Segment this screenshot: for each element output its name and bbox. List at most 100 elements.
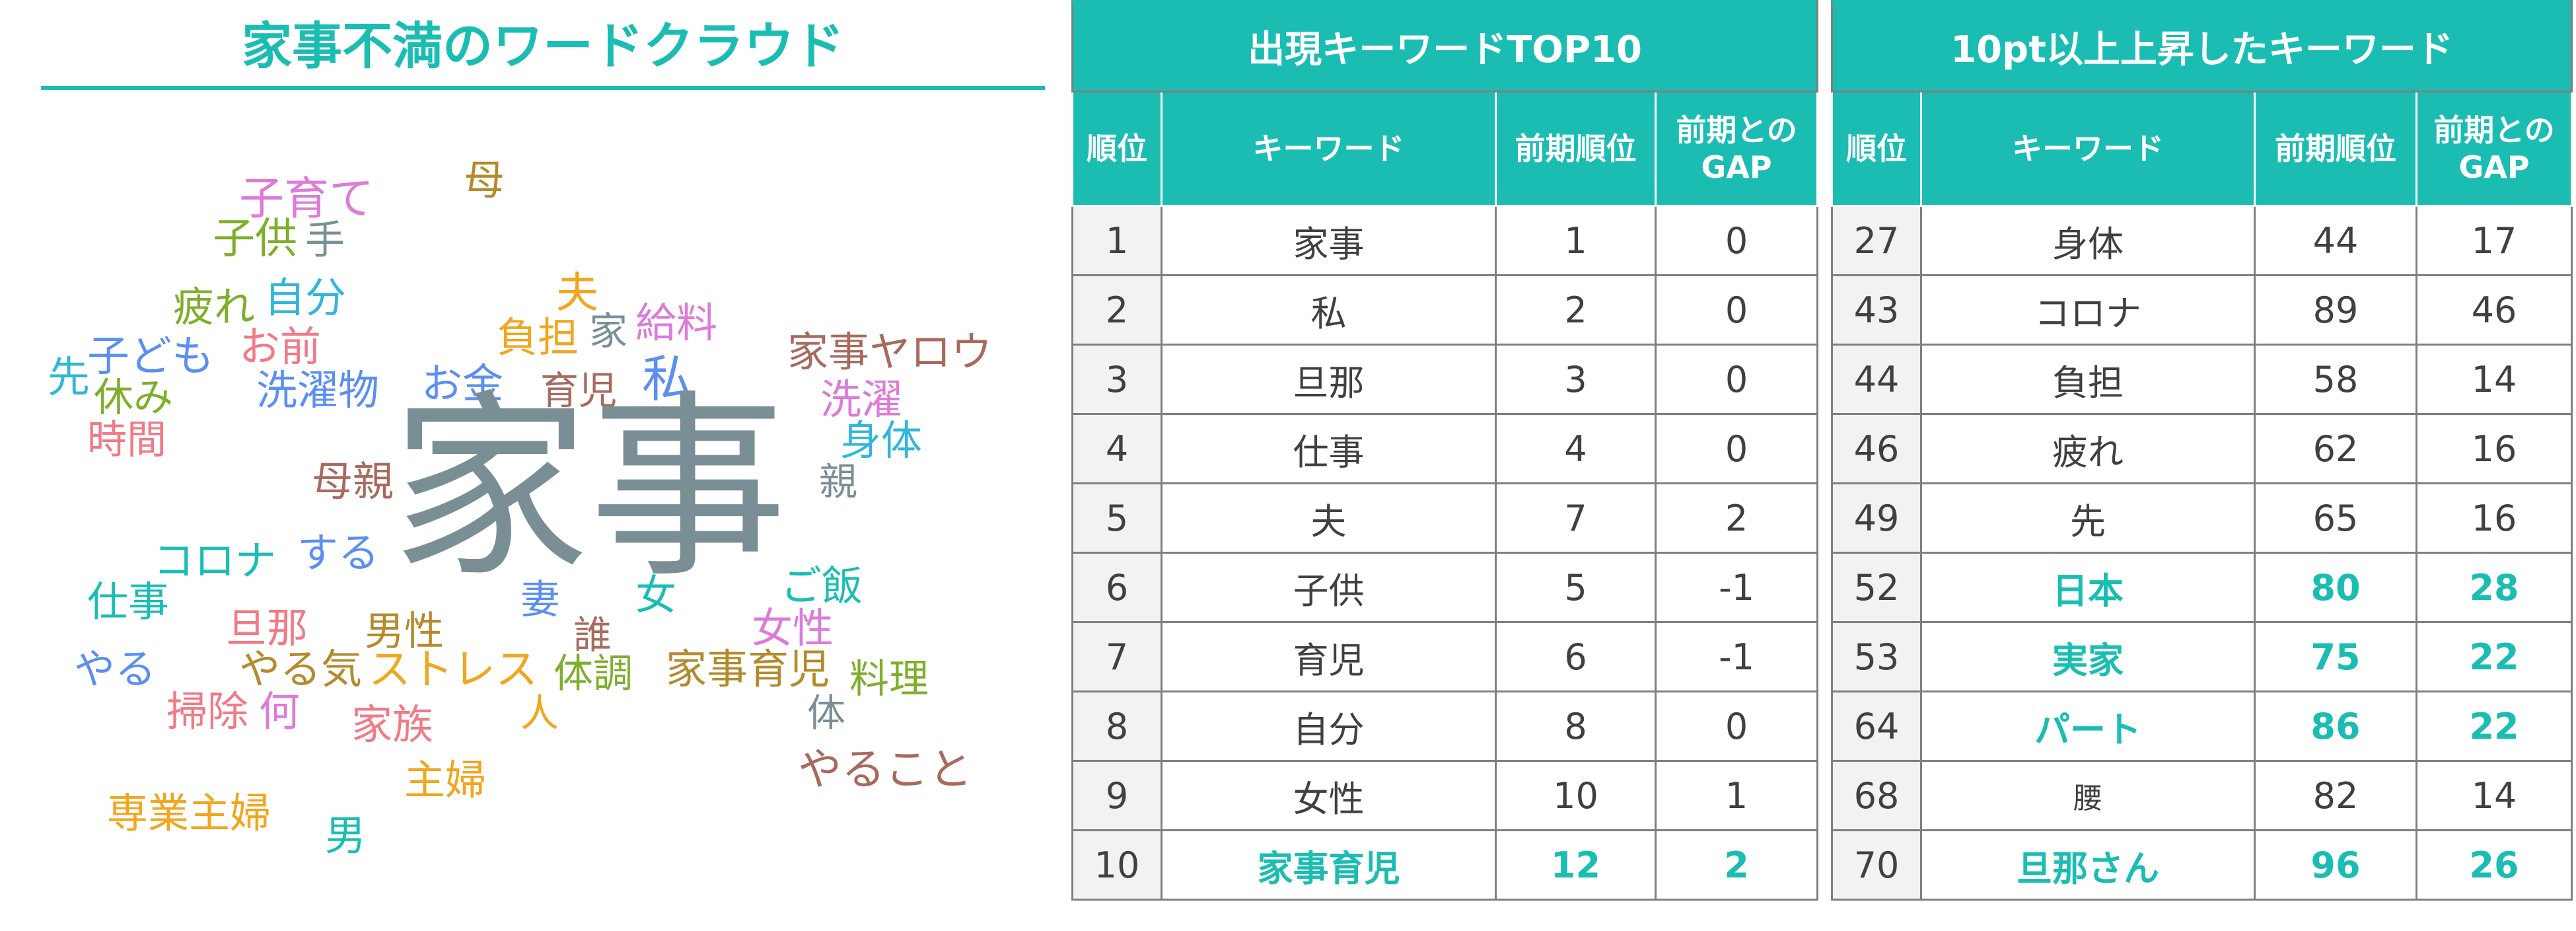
cloud-word: コロナ: [153, 537, 277, 585]
table-row: 1 家事 1 0: [1071, 205, 1819, 276]
gap-cell: 14: [2415, 344, 2573, 415]
rising-keywords-table: 10pt以上上昇したキーワード 順位 キーワード 前期順位 前期との GAP 27…: [1830, 0, 2573, 901]
keyword-cell: 疲れ: [1920, 413, 2256, 484]
cloud-word: 体: [807, 690, 846, 735]
cloud-word: 妻: [520, 577, 560, 623]
table-row: 8 自分 8 0: [1071, 690, 1819, 762]
cloud-word: 給料: [635, 299, 718, 347]
header-gap: 前期との GAP: [2415, 91, 2573, 207]
cloud-word: 手: [305, 217, 345, 264]
rank-cell: 43: [1831, 274, 1922, 346]
table-row: 70 旦那さん 96 26: [1831, 829, 2573, 901]
table-row: 44 負担 58 14: [1831, 344, 2573, 415]
cloud-word: お金: [421, 359, 504, 408]
rank-cell: 5: [1071, 482, 1163, 554]
header-gap: 前期との GAP: [1654, 91, 1819, 207]
cloud-word: 家: [589, 309, 628, 354]
cloud-word: 誰: [573, 613, 612, 657]
cloud-word: 先: [48, 354, 90, 402]
keyword-cell: 日本: [1920, 552, 2256, 623]
gap-cell: 0: [1654, 344, 1819, 415]
gap-cell: 2: [1654, 482, 1819, 554]
prev-rank-cell: 96: [2254, 829, 2417, 901]
table-row: 68 腰 82 14: [1831, 760, 2573, 831]
prev-rank-cell: 82: [2254, 760, 2417, 831]
cloud-word: 仕事: [87, 577, 170, 626]
cloud-word: 母親: [312, 457, 394, 505]
prev-rank-cell: 12: [1495, 829, 1657, 901]
table-row: 3 旦那 3 0: [1071, 344, 1819, 415]
top10-title: 出現キーワードTOP10: [1071, 0, 1819, 93]
header-prev-rank: 前期順位: [1495, 91, 1657, 207]
cloud-word: 身体: [840, 416, 923, 465]
keyword-cell: 先: [1920, 482, 2256, 554]
keyword-cell: 実家: [1920, 621, 2256, 692]
cloud-word: 子ども: [87, 332, 214, 381]
prev-rank-cell: 89: [2254, 274, 2417, 346]
rank-cell: 1: [1071, 205, 1163, 276]
cloud-word: 家事: [391, 373, 787, 604]
cloud-word: 時間: [87, 417, 166, 463]
rank-cell: 27: [1831, 205, 1922, 276]
prev-rank-cell: 44: [2254, 205, 2417, 276]
cloud-word: ご飯: [781, 562, 863, 610]
keyword-cell: パート: [1920, 690, 2256, 762]
table-row: 6 子供 5 -1: [1071, 552, 1819, 623]
gap-cell: 2: [1654, 829, 1819, 901]
rank-cell: 68: [1831, 760, 1922, 831]
gap-cell: 0: [1654, 690, 1819, 762]
cloud-word: 母: [464, 156, 505, 204]
table-row: 9 女性 10 1: [1071, 760, 1819, 831]
prev-rank-cell: 1: [1495, 205, 1657, 276]
cloud-word: 家事育児: [666, 645, 830, 693]
table-row: 49 先 65 16: [1831, 482, 2573, 554]
cloud-word: 家事ヤロウ: [787, 328, 993, 376]
header-rank: 順位: [1831, 91, 1922, 207]
cloud-word: 休み: [94, 375, 173, 421]
rank-cell: 10: [1071, 829, 1163, 901]
header-rank: 順位: [1071, 91, 1163, 207]
cloud-word: 人: [520, 690, 559, 735]
cloud-word: する: [297, 529, 380, 577]
cloud-word: 疲れ: [173, 283, 256, 331]
cloud-word: 主婦: [404, 756, 487, 804]
prev-rank-cell: 5: [1495, 552, 1657, 623]
prev-rank-cell: 2: [1495, 274, 1657, 346]
gap-cell: 0: [1654, 413, 1819, 484]
prev-rank-cell: 58: [2254, 344, 2417, 415]
cloud-word: 親: [819, 459, 858, 504]
word-cloud: 母 子育て 子供 手 疲れ 自分 夫 負担 家 給料 先 子ども お前 休み 洗…: [0, 99, 1057, 918]
table-row: 7 育児 6 -1: [1071, 621, 1819, 692]
table-row: 53 実家 75 22: [1831, 621, 2573, 692]
gap-cell: 26: [2415, 829, 2573, 901]
prev-rank-cell: 7: [1495, 482, 1657, 554]
table-row: 27 身体 44 17: [1831, 205, 2573, 276]
header-keyword: キーワード: [1920, 91, 2256, 207]
prev-rank-cell: 65: [2254, 482, 2417, 554]
keyword-cell: 仕事: [1161, 413, 1497, 484]
rank-cell: 46: [1831, 413, 1922, 484]
keyword-cell: 家事育児: [1161, 829, 1497, 901]
cloud-word: 男性: [365, 609, 444, 655]
prev-rank-cell: 6: [1495, 621, 1657, 692]
rank-cell: 2: [1071, 274, 1163, 346]
rank-cell: 4: [1071, 413, 1163, 484]
table-row: 43 コロナ 89 46: [1831, 274, 2573, 346]
gap-cell: 14: [2415, 760, 2573, 831]
rank-cell: 7: [1071, 621, 1163, 692]
keyword-cell: 負担: [1920, 344, 2256, 415]
cloud-word: 男: [325, 811, 367, 860]
keyword-cell: 夫: [1161, 482, 1497, 554]
keyword-cell: 女性: [1161, 760, 1497, 831]
keyword-cell: 私: [1161, 274, 1497, 346]
gap-cell: 17: [2415, 205, 2573, 276]
keyword-cell: 自分: [1161, 690, 1497, 762]
rank-cell: 44: [1831, 344, 1922, 415]
cloud-word: やる気: [239, 645, 363, 693]
gap-cell: 46: [2415, 274, 2573, 346]
cloud-word: 女性: [752, 604, 834, 652]
prev-rank-cell: 8: [1495, 690, 1657, 762]
prev-rank-cell: 86: [2254, 690, 2417, 762]
cloud-word: 体調: [554, 651, 633, 697]
